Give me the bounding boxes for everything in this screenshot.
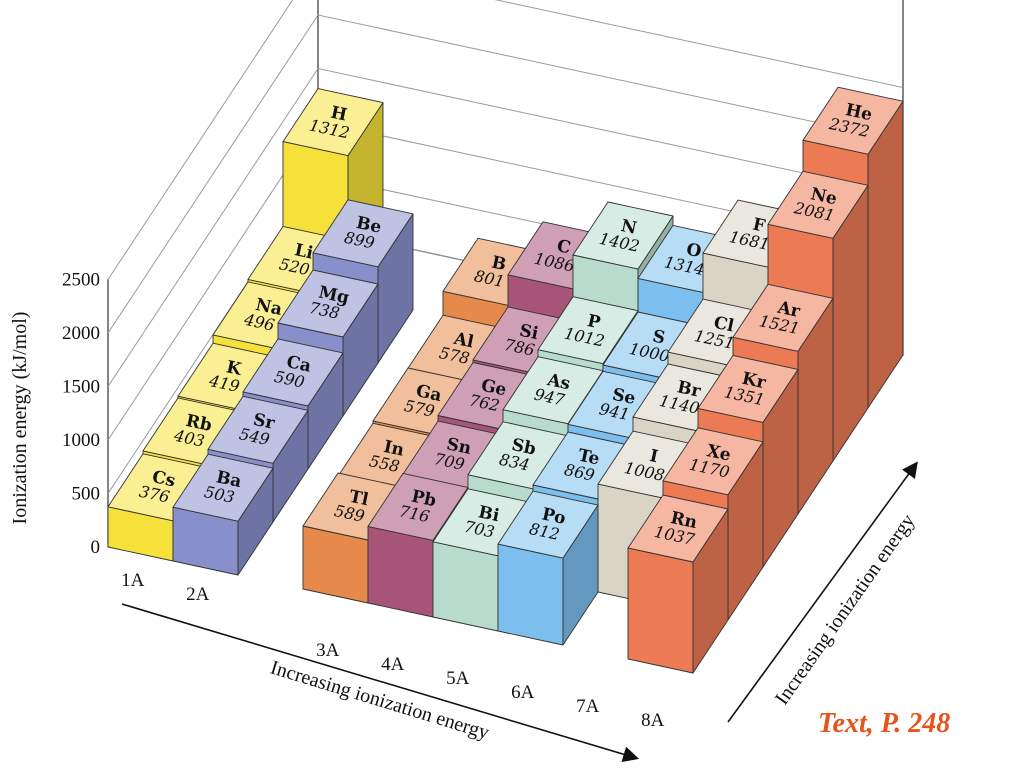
group-label: 6A (511, 682, 535, 703)
element-symbol: Sb (510, 435, 538, 460)
element-symbol: Te (576, 446, 601, 470)
element-symbol: Si (518, 321, 541, 345)
bar-top-face (697, 354, 799, 423)
element-symbol: O (684, 240, 703, 263)
element-symbol: Xe (705, 441, 733, 466)
bar-top-face (627, 494, 729, 563)
y-tick-label: 2000 (62, 323, 100, 344)
group-label: 7A (576, 696, 600, 717)
group-label: 3A (316, 640, 340, 661)
element-symbol: F (751, 215, 767, 237)
bar-top-face (277, 269, 379, 338)
depth-axis-label: Increasing ionization energy (771, 510, 919, 709)
bar-front-face (627, 547, 694, 674)
bar-top-face (312, 199, 414, 268)
element-symbol: In (382, 437, 406, 461)
element-symbol: Po (540, 504, 567, 528)
gridline (107, 67, 904, 387)
element-symbol: Ar (775, 297, 803, 322)
element-symbol: S (651, 326, 667, 348)
depth-direction-arrow (727, 461, 918, 723)
group-label: 2A (186, 584, 210, 605)
y-tick-label: 1000 (62, 430, 100, 451)
bar-top-face (207, 395, 309, 464)
y-axis-label: Ionization energy (kJ/mol) (9, 312, 31, 525)
bar-top-face (502, 356, 604, 425)
source-credit: Text, P. 248 (818, 708, 951, 739)
y-tick-label: 0 (91, 537, 101, 558)
bar-front-face (367, 525, 434, 618)
bar-top-face (242, 338, 344, 407)
gridline (107, 14, 904, 334)
bar-front-face (497, 543, 564, 646)
element-symbol: Tl (347, 487, 370, 511)
bar-top-face (282, 88, 384, 157)
group-label: 8A (641, 710, 665, 731)
element-symbol: P (585, 311, 602, 333)
element-symbol: Al (451, 329, 476, 353)
bar-top-face (497, 490, 599, 559)
group-label: 5A (446, 668, 470, 689)
element-symbol: C (555, 236, 572, 258)
bar-top-face (767, 170, 869, 239)
bar-front-face (432, 541, 499, 632)
bar-top-face (662, 427, 764, 496)
y-tick-label: 500 (72, 484, 101, 505)
bar-top-face (732, 283, 834, 352)
bar-top-face (802, 86, 904, 155)
element-symbol: K (224, 357, 244, 380)
element-symbol: N (619, 216, 638, 239)
element-symbol: As (545, 370, 572, 395)
bar-top-face (572, 201, 674, 270)
element-symbol: Br (675, 377, 703, 402)
bar-side-face (867, 100, 904, 409)
group-label: 1A (121, 570, 145, 591)
element-symbol: H (329, 103, 349, 126)
x-direction-arrow (121, 603, 640, 762)
element-symbol: B (490, 253, 508, 276)
element-symbol: Bi (477, 502, 502, 526)
bar-top-face (367, 472, 469, 541)
element-symbol: Cl (712, 313, 736, 337)
y-tick-label: 2500 (62, 270, 100, 291)
element-symbol: I (648, 446, 660, 467)
element-symbol: Li (293, 240, 316, 264)
element-symbol: Cs (150, 467, 177, 491)
bar-top-face (537, 296, 639, 365)
element-symbol: Se (610, 385, 637, 409)
group-label: 4A (381, 654, 405, 675)
element-symbol: Ca (285, 352, 313, 377)
bar-top-face (172, 453, 274, 522)
y-tick-label: 1500 (62, 377, 100, 398)
gridline (107, 0, 904, 280)
